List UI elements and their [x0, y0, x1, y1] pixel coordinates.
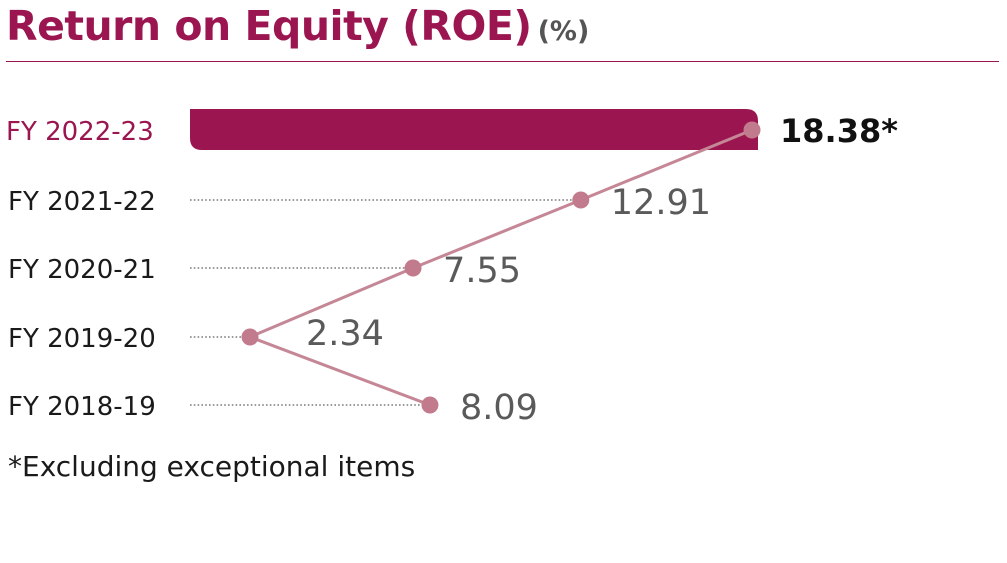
- category-label: FY 2022-23: [6, 117, 154, 147]
- roe-chart: FY 2022-23 FY 2021-22 FY 2020-21 FY 2019-20…: [6, 109, 898, 428]
- value-label: 7.55: [443, 251, 521, 291]
- chart-title: Return on Equity (ROE) (%): [6, 2, 589, 50]
- data-point: [421, 396, 439, 414]
- chart-unit: (%): [537, 16, 590, 47]
- chart-title-text: Return on Equity (ROE): [6, 2, 532, 50]
- category-label: FY 2018-19: [8, 392, 156, 422]
- data-point: [241, 328, 259, 346]
- footnote: *Excluding exceptional items: [8, 450, 416, 483]
- value-label: 8.09: [460, 388, 538, 428]
- bar-layer: [190, 109, 758, 150]
- data-point-layer: [241, 121, 761, 414]
- category-label: FY 2019-20: [8, 324, 156, 354]
- value-label-layer: 18.38* 12.91 7.55 2.34 8.09: [306, 112, 898, 428]
- bar-fy-2022-23: [190, 109, 758, 150]
- category-label: FY 2021-22: [8, 187, 156, 217]
- value-label: 12.91: [611, 183, 711, 223]
- title-divider: [6, 61, 999, 62]
- data-point: [572, 191, 590, 209]
- category-label: FY 2020-21: [8, 255, 156, 285]
- value-label: 2.34: [306, 314, 384, 354]
- data-point: [743, 121, 761, 139]
- category-label-layer: FY 2022-23 FY 2021-22 FY 2020-21 FY 2019-20…: [6, 117, 156, 422]
- data-point: [404, 259, 422, 277]
- value-label: 18.38*: [780, 112, 898, 150]
- leader-line-layer: [190, 199, 573, 406]
